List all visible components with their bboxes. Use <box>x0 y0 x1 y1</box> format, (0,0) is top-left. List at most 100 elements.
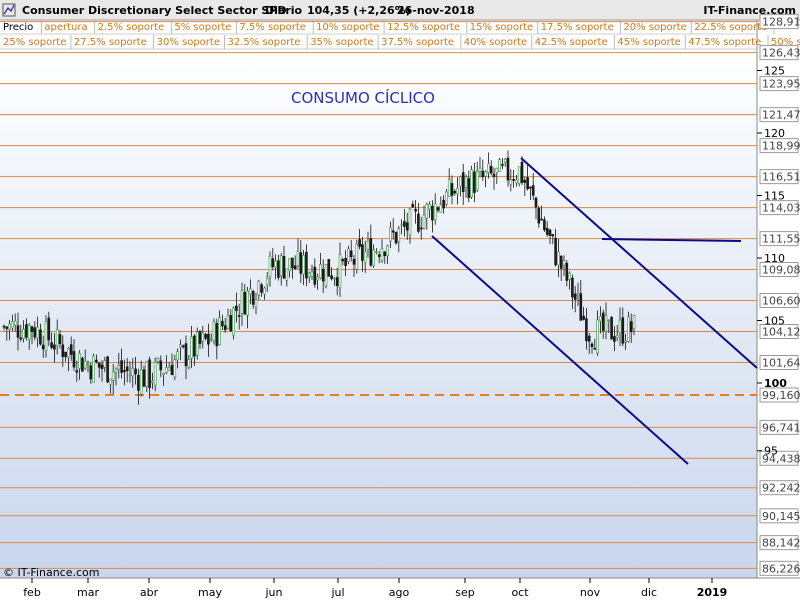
candle-body <box>431 205 434 221</box>
candle-body <box>347 248 350 263</box>
candle-body <box>221 320 224 327</box>
candle-body <box>361 244 364 261</box>
brand-label: IT-Finance.com <box>703 4 796 17</box>
candle-body <box>212 321 216 342</box>
candle-body <box>540 218 543 221</box>
candle-body <box>484 171 487 177</box>
support-level-label: 118,99 <box>762 140 800 153</box>
candle-body <box>352 258 356 265</box>
candle-body <box>543 219 546 231</box>
candle-body <box>557 251 560 266</box>
candle-body <box>414 208 417 212</box>
candle-body <box>548 229 552 236</box>
candle-body <box>551 234 555 237</box>
candle-body <box>419 227 423 230</box>
candle-body <box>503 158 507 163</box>
legend-item: 7.5% soporte <box>239 22 306 33</box>
legend-item: 5% soporte <box>174 22 231 33</box>
candle-body <box>159 360 163 371</box>
candle-body <box>139 369 143 395</box>
candle-body <box>526 177 529 190</box>
candle-body <box>627 316 630 342</box>
candle-body <box>75 370 79 373</box>
candle-body <box>310 271 314 278</box>
y-tick-label: 110 <box>764 252 785 265</box>
candle-body <box>529 186 532 189</box>
candle-body <box>83 360 87 369</box>
candle-body <box>5 326 9 329</box>
candle-body <box>459 176 462 187</box>
candle-body <box>380 248 384 261</box>
candle-body <box>299 252 303 274</box>
candle-body <box>515 179 518 184</box>
candle-body <box>341 259 345 262</box>
x-tick-label: ago <box>389 586 410 599</box>
candle-body <box>585 318 588 342</box>
candle-body <box>307 272 311 278</box>
candle-body <box>170 364 174 376</box>
candle-body <box>106 356 109 383</box>
support-level-label: 88,142 <box>762 537 800 550</box>
legend-item: 10% soporte <box>316 22 379 33</box>
candle-body <box>302 254 305 275</box>
support-level-label: 94,438 <box>762 452 800 465</box>
candle-body <box>226 315 230 329</box>
candle-body <box>389 226 392 242</box>
legend-item: 12.5% soporte <box>387 22 460 33</box>
candle-body <box>425 204 429 219</box>
legend-item: 37.5% soporte <box>381 37 454 48</box>
x-tick-label: oct <box>511 586 529 599</box>
candle-body <box>313 266 317 285</box>
y-tick-label: 115 <box>764 190 785 203</box>
candle-body <box>173 359 177 378</box>
candle-body <box>319 264 322 279</box>
legend-item: Precio <box>3 22 33 33</box>
candle-body <box>495 167 499 173</box>
candle-body <box>456 187 459 195</box>
candle-body <box>263 287 266 295</box>
candle-body <box>179 344 182 348</box>
candle-body <box>240 290 244 314</box>
legend-item: 50% so <box>771 37 800 48</box>
candle-body <box>111 371 115 381</box>
legend-item: 40% soporte <box>464 37 527 48</box>
support-level-label: 96,741 <box>762 421 800 434</box>
candle-body <box>386 245 389 256</box>
candle-body <box>176 351 179 361</box>
candle-body <box>195 331 199 356</box>
candle-body <box>184 343 188 367</box>
candle-body <box>355 244 359 270</box>
legend-item: 22.5% soporte <box>694 22 767 33</box>
candle-body <box>41 344 45 350</box>
candle-body <box>498 159 501 172</box>
candle-body <box>223 325 227 331</box>
legend-item: apertura <box>44 22 87 33</box>
legend-item: 2.5% soporte <box>98 22 165 33</box>
candle-body <box>624 340 627 343</box>
candle-body <box>470 169 473 198</box>
candle-body <box>165 367 168 374</box>
legend-item: 25% soporte <box>3 37 66 48</box>
y-axis-ticks: 125 120 115 110 105 100 95 <box>757 65 787 458</box>
candle-body <box>123 370 126 373</box>
candle-body <box>257 280 261 296</box>
candle-body <box>47 317 51 341</box>
candle-body <box>58 334 62 345</box>
candle-body <box>565 262 569 281</box>
candle-body <box>579 293 583 321</box>
candle-body <box>506 157 510 181</box>
candle-body <box>235 305 238 311</box>
x-tick-label: mar <box>77 586 99 599</box>
candle-body <box>391 230 395 233</box>
candle-body <box>207 333 210 345</box>
candle-body <box>291 257 294 269</box>
candle-body <box>358 239 361 247</box>
candle-body <box>403 221 406 227</box>
x-tick-label: may <box>198 586 222 599</box>
x-tick-label: jul <box>330 586 344 599</box>
candle-body <box>114 368 118 373</box>
header-bar <box>0 0 800 20</box>
candle-body <box>571 277 574 298</box>
period-label: Diario <box>265 4 303 17</box>
